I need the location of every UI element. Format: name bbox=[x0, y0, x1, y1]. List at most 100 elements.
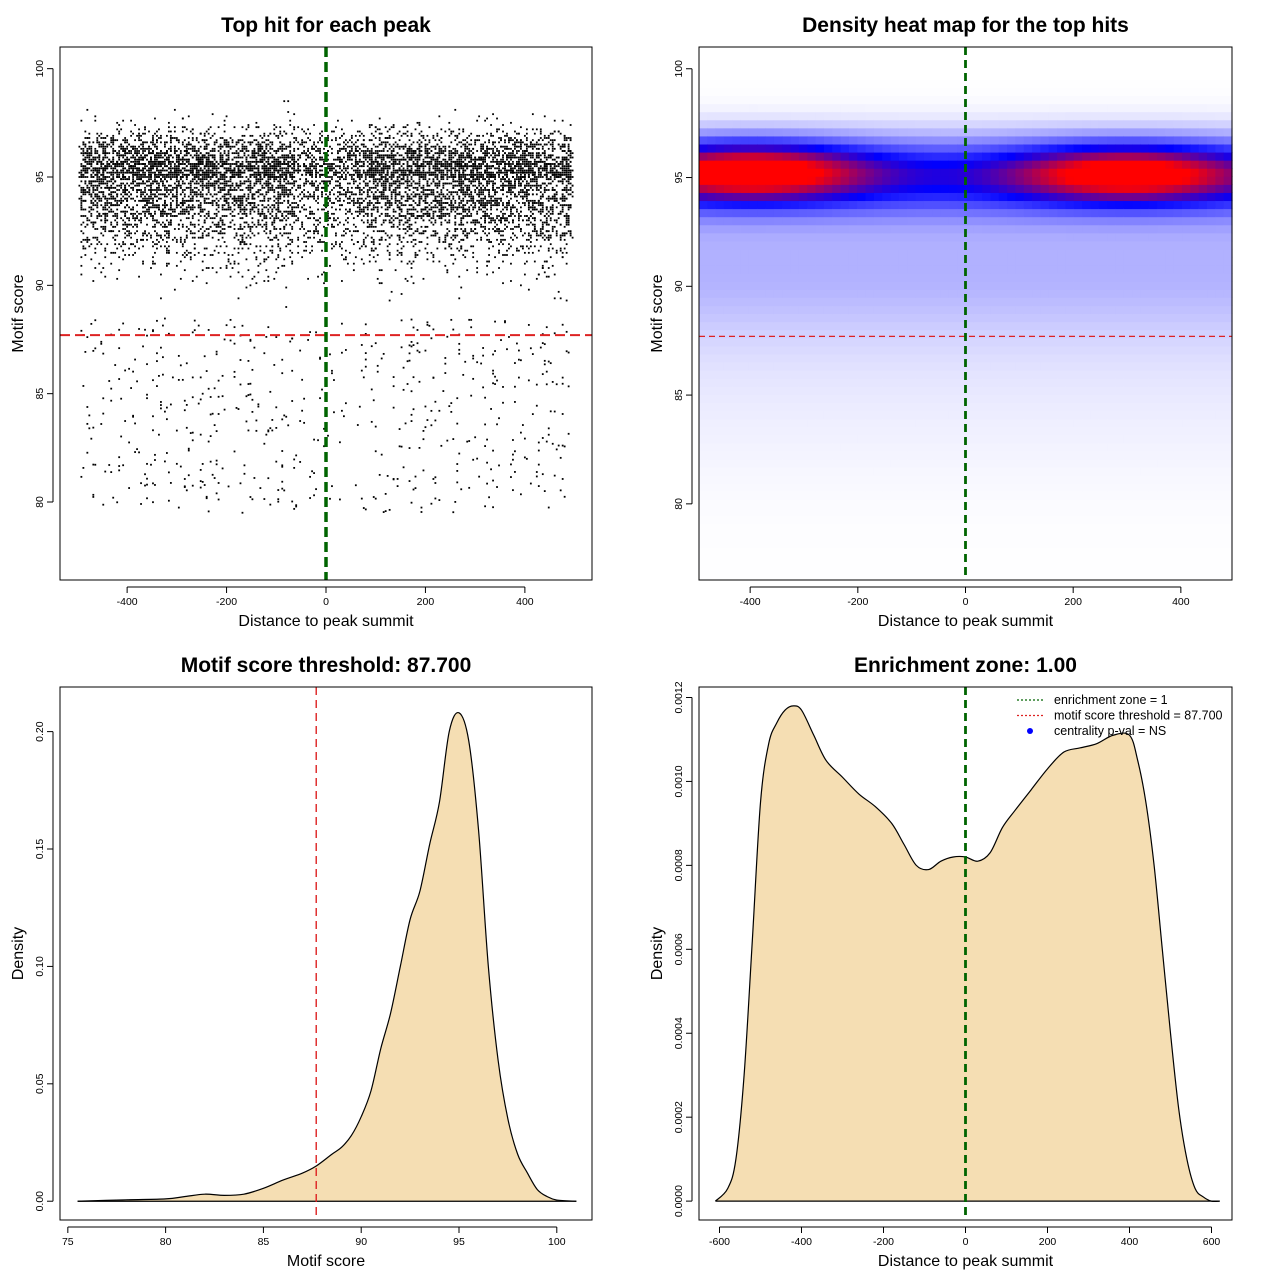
scatter-point bbox=[430, 502, 433, 505]
scatter-point bbox=[374, 126, 377, 129]
scatter-point bbox=[185, 217, 188, 220]
scatter-point bbox=[525, 160, 528, 163]
scatter-point bbox=[158, 206, 160, 209]
scatter-point bbox=[404, 228, 407, 230]
scatter-point bbox=[175, 178, 178, 181]
scatter-point bbox=[271, 221, 274, 224]
scatter-point bbox=[152, 141, 154, 144]
scatter-point bbox=[430, 251, 433, 254]
scatter-point bbox=[106, 182, 109, 185]
scatter-point bbox=[148, 171, 150, 174]
scatter-point bbox=[368, 223, 371, 226]
scatter-point bbox=[207, 173, 210, 176]
scatter-point bbox=[529, 165, 532, 168]
scatter-point bbox=[207, 180, 210, 183]
scatter-point bbox=[283, 163, 286, 165]
scatter-point bbox=[169, 197, 172, 200]
scatter-point bbox=[470, 171, 473, 174]
scatter-point bbox=[215, 245, 218, 248]
scatter-point bbox=[253, 193, 256, 196]
scatter-point bbox=[134, 199, 136, 202]
scatter-point bbox=[219, 197, 222, 200]
scatter-point bbox=[488, 178, 490, 181]
scatter-point bbox=[512, 458, 514, 461]
scatter-point bbox=[384, 160, 387, 163]
scatter-point bbox=[478, 158, 481, 161]
scatter-point bbox=[329, 193, 331, 196]
scatter-point bbox=[281, 189, 284, 191]
scatter-point bbox=[478, 178, 481, 181]
scatter-point bbox=[120, 193, 123, 196]
scatter-point bbox=[114, 165, 117, 168]
scatter-point bbox=[167, 245, 170, 248]
scatter-point bbox=[388, 199, 391, 202]
scatter-point bbox=[293, 147, 296, 150]
scatter-point bbox=[132, 197, 134, 200]
scatter-point bbox=[567, 158, 570, 161]
scatter-point bbox=[442, 193, 445, 196]
scatter-point bbox=[563, 137, 566, 139]
scatter-point bbox=[555, 184, 558, 187]
scatter-point bbox=[213, 387, 216, 390]
scatter-point bbox=[287, 217, 290, 220]
scatter-point bbox=[152, 152, 154, 155]
scatter-point bbox=[225, 169, 228, 172]
scatter-point bbox=[243, 206, 246, 209]
scatter-point bbox=[354, 180, 357, 183]
scatter-point bbox=[291, 225, 294, 228]
scatter-point bbox=[193, 193, 196, 196]
scatter-point bbox=[392, 210, 395, 213]
scatter-point bbox=[432, 137, 435, 139]
scatter-point bbox=[472, 167, 475, 170]
scatter-point bbox=[124, 154, 127, 157]
scatter-point bbox=[183, 241, 186, 243]
scatter-point bbox=[442, 165, 445, 168]
scatter-point bbox=[352, 180, 355, 183]
scatter-point bbox=[173, 186, 176, 189]
scatter-point bbox=[227, 167, 230, 170]
scatter-point bbox=[424, 150, 427, 152]
scatter-point bbox=[352, 182, 355, 185]
scatter-point bbox=[104, 470, 107, 473]
scatter-point bbox=[364, 332, 367, 335]
scatter-point bbox=[504, 254, 506, 256]
scatter-point bbox=[508, 182, 510, 185]
scatter-point bbox=[323, 282, 325, 285]
scatter-point bbox=[217, 145, 220, 148]
scatter-point bbox=[494, 350, 496, 352]
scatter-point bbox=[362, 206, 365, 209]
scatter-point bbox=[565, 223, 568, 226]
scatter-point bbox=[398, 169, 401, 172]
scatter-point bbox=[400, 204, 403, 207]
scatter-point bbox=[436, 206, 439, 209]
scatter-point bbox=[128, 158, 131, 161]
scatter-point bbox=[462, 173, 465, 176]
scatter-point bbox=[175, 176, 178, 178]
scatter-point bbox=[90, 322, 93, 325]
scatter-point bbox=[122, 210, 125, 213]
scatter-point bbox=[279, 145, 282, 148]
scatter-point bbox=[569, 193, 572, 196]
scatter-point bbox=[291, 500, 294, 503]
scatter-point bbox=[283, 167, 286, 170]
scatter-point bbox=[217, 178, 220, 181]
scatter-point bbox=[327, 167, 329, 170]
scatter-point bbox=[408, 212, 411, 215]
scatter-point bbox=[189, 221, 192, 224]
scatter-point bbox=[486, 260, 488, 263]
scatter-point bbox=[112, 147, 115, 150]
scatter-point bbox=[565, 137, 568, 139]
scatter-point bbox=[434, 139, 437, 142]
scatter-point bbox=[478, 184, 481, 187]
scatter-point bbox=[241, 147, 244, 150]
scatter-point bbox=[138, 152, 140, 155]
scatter-point bbox=[388, 182, 391, 185]
scatter-point bbox=[122, 258, 125, 261]
scatter-point bbox=[470, 160, 473, 163]
scatter-point bbox=[498, 197, 500, 200]
scatter-point bbox=[444, 241, 447, 243]
scatter-point bbox=[531, 167, 534, 170]
scatter-point bbox=[285, 286, 288, 289]
scatter-point bbox=[462, 223, 465, 226]
scatter-point bbox=[559, 249, 562, 252]
